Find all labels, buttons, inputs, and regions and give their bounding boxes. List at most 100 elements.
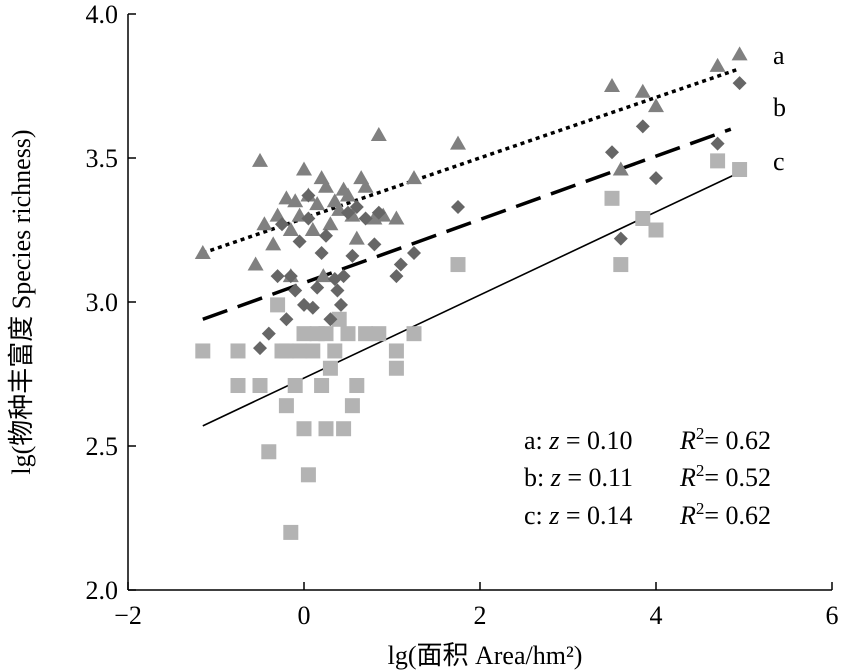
y-tick-label: 2.5 bbox=[86, 432, 119, 461]
square-marker bbox=[278, 343, 294, 359]
triangle-marker bbox=[256, 216, 273, 231]
triangle-marker bbox=[340, 187, 356, 202]
y-tick-label: 3.5 bbox=[86, 144, 119, 173]
diamond-marker bbox=[649, 171, 663, 186]
square-marker bbox=[388, 343, 404, 359]
diamond-marker bbox=[389, 269, 404, 284]
diamond-marker bbox=[288, 283, 303, 298]
y-axis-title: lg(物种丰富度 Species richness) bbox=[7, 129, 36, 474]
diamond-marker bbox=[333, 297, 348, 312]
diamond-marker bbox=[261, 326, 276, 341]
fit-line-a bbox=[202, 67, 741, 255]
data-markers bbox=[194, 46, 748, 540]
square-marker bbox=[195, 343, 211, 359]
square-marker bbox=[318, 421, 334, 437]
y-tick-label: 4.0 bbox=[86, 0, 119, 29]
square-marker bbox=[648, 222, 664, 238]
triangle-marker bbox=[648, 98, 664, 113]
diamond-marker bbox=[613, 231, 628, 246]
stat-line-a: a: z = 0.10 R2= 0.62 bbox=[524, 424, 771, 455]
triangle-marker bbox=[278, 190, 295, 205]
square-marker bbox=[450, 257, 466, 273]
square-marker bbox=[296, 326, 312, 342]
square-marker bbox=[604, 190, 620, 206]
diamond-marker bbox=[283, 269, 298, 284]
y-tick-label: 3.0 bbox=[86, 288, 119, 317]
series-label-b: b bbox=[773, 93, 786, 122]
stat-line-b: b: z = 0.11 R2= 0.52 bbox=[524, 461, 771, 492]
x-tick-label: −2 bbox=[114, 601, 142, 630]
diamond-marker bbox=[710, 136, 725, 151]
square-marker bbox=[710, 153, 726, 169]
x-tick-label: 0 bbox=[298, 601, 311, 630]
square-marker bbox=[270, 297, 286, 313]
diamond-marker bbox=[358, 211, 373, 226]
x-axis-title: lg(面积 Area/hm²) bbox=[388, 641, 583, 670]
triangle-marker bbox=[194, 245, 211, 260]
square-marker bbox=[287, 378, 303, 394]
diamond-marker bbox=[393, 257, 408, 272]
triangle-marker bbox=[296, 161, 312, 176]
triangle-marker bbox=[370, 126, 387, 141]
x-tick-label: 4 bbox=[650, 601, 663, 630]
diamond-marker bbox=[732, 76, 747, 91]
diamond-marker bbox=[336, 269, 351, 284]
square-marker bbox=[314, 378, 330, 394]
triangle-marker bbox=[315, 268, 332, 283]
triangle-marker bbox=[612, 161, 629, 176]
fit-lines bbox=[202, 67, 741, 427]
square-marker bbox=[278, 398, 294, 414]
triangle-marker bbox=[247, 256, 264, 271]
square-marker bbox=[252, 378, 268, 394]
triangle-marker bbox=[709, 57, 726, 72]
series-label-a: a bbox=[773, 41, 785, 70]
diamond-marker bbox=[301, 211, 316, 226]
diamond-marker bbox=[305, 300, 320, 315]
triangle-marker bbox=[318, 178, 334, 193]
triangle-marker bbox=[450, 135, 466, 150]
diamond-marker bbox=[635, 119, 650, 134]
triangle-marker bbox=[604, 78, 620, 92]
diamond-marker bbox=[407, 246, 421, 261]
diamond-marker bbox=[292, 234, 307, 249]
diamond-marker bbox=[323, 312, 338, 327]
square-marker bbox=[349, 378, 365, 394]
square-marker bbox=[305, 343, 321, 359]
triangle-marker bbox=[309, 196, 326, 211]
diamond-marker bbox=[314, 246, 329, 261]
square-marker bbox=[613, 257, 629, 273]
square-marker bbox=[318, 326, 334, 342]
axes: −2 0 2 4 6 2.0 2.5 3.0 3.5 4.0 bbox=[86, 0, 839, 630]
chart-labels: lg(面积 Area/hm²) lg(物种丰富度 Species richness… bbox=[7, 41, 786, 670]
square-marker bbox=[327, 343, 343, 359]
triangle-marker bbox=[252, 152, 268, 167]
triangle-marker bbox=[265, 236, 282, 251]
triangle-marker bbox=[388, 210, 405, 225]
diamond-marker bbox=[451, 199, 465, 214]
triangle-marker bbox=[287, 193, 304, 208]
stat-line-c: c: z = 0.14 R2= 0.62 bbox=[524, 499, 771, 530]
diamond-marker bbox=[310, 280, 325, 295]
square-marker bbox=[292, 343, 308, 359]
diamond-marker bbox=[319, 228, 333, 243]
diamond-marker bbox=[275, 217, 289, 232]
x-tick-label: 2 bbox=[474, 601, 487, 630]
square-marker bbox=[300, 467, 316, 483]
square-marker bbox=[406, 326, 422, 342]
diamond-marker bbox=[301, 188, 316, 203]
diamond-marker bbox=[279, 312, 294, 327]
diamond-marker bbox=[330, 283, 345, 298]
square-marker bbox=[371, 326, 387, 342]
y-tick-label: 2.0 bbox=[86, 576, 119, 605]
diamond-marker bbox=[270, 269, 285, 284]
diamond-marker bbox=[605, 145, 619, 160]
square-marker bbox=[388, 360, 404, 376]
diamond-marker bbox=[371, 205, 386, 220]
fit-line-b bbox=[202, 127, 732, 321]
square-marker bbox=[322, 360, 338, 376]
triangle-marker bbox=[634, 83, 651, 98]
square-marker bbox=[732, 162, 748, 178]
diamond-marker bbox=[341, 205, 355, 220]
square-marker bbox=[230, 378, 246, 394]
triangle-marker bbox=[322, 216, 339, 231]
